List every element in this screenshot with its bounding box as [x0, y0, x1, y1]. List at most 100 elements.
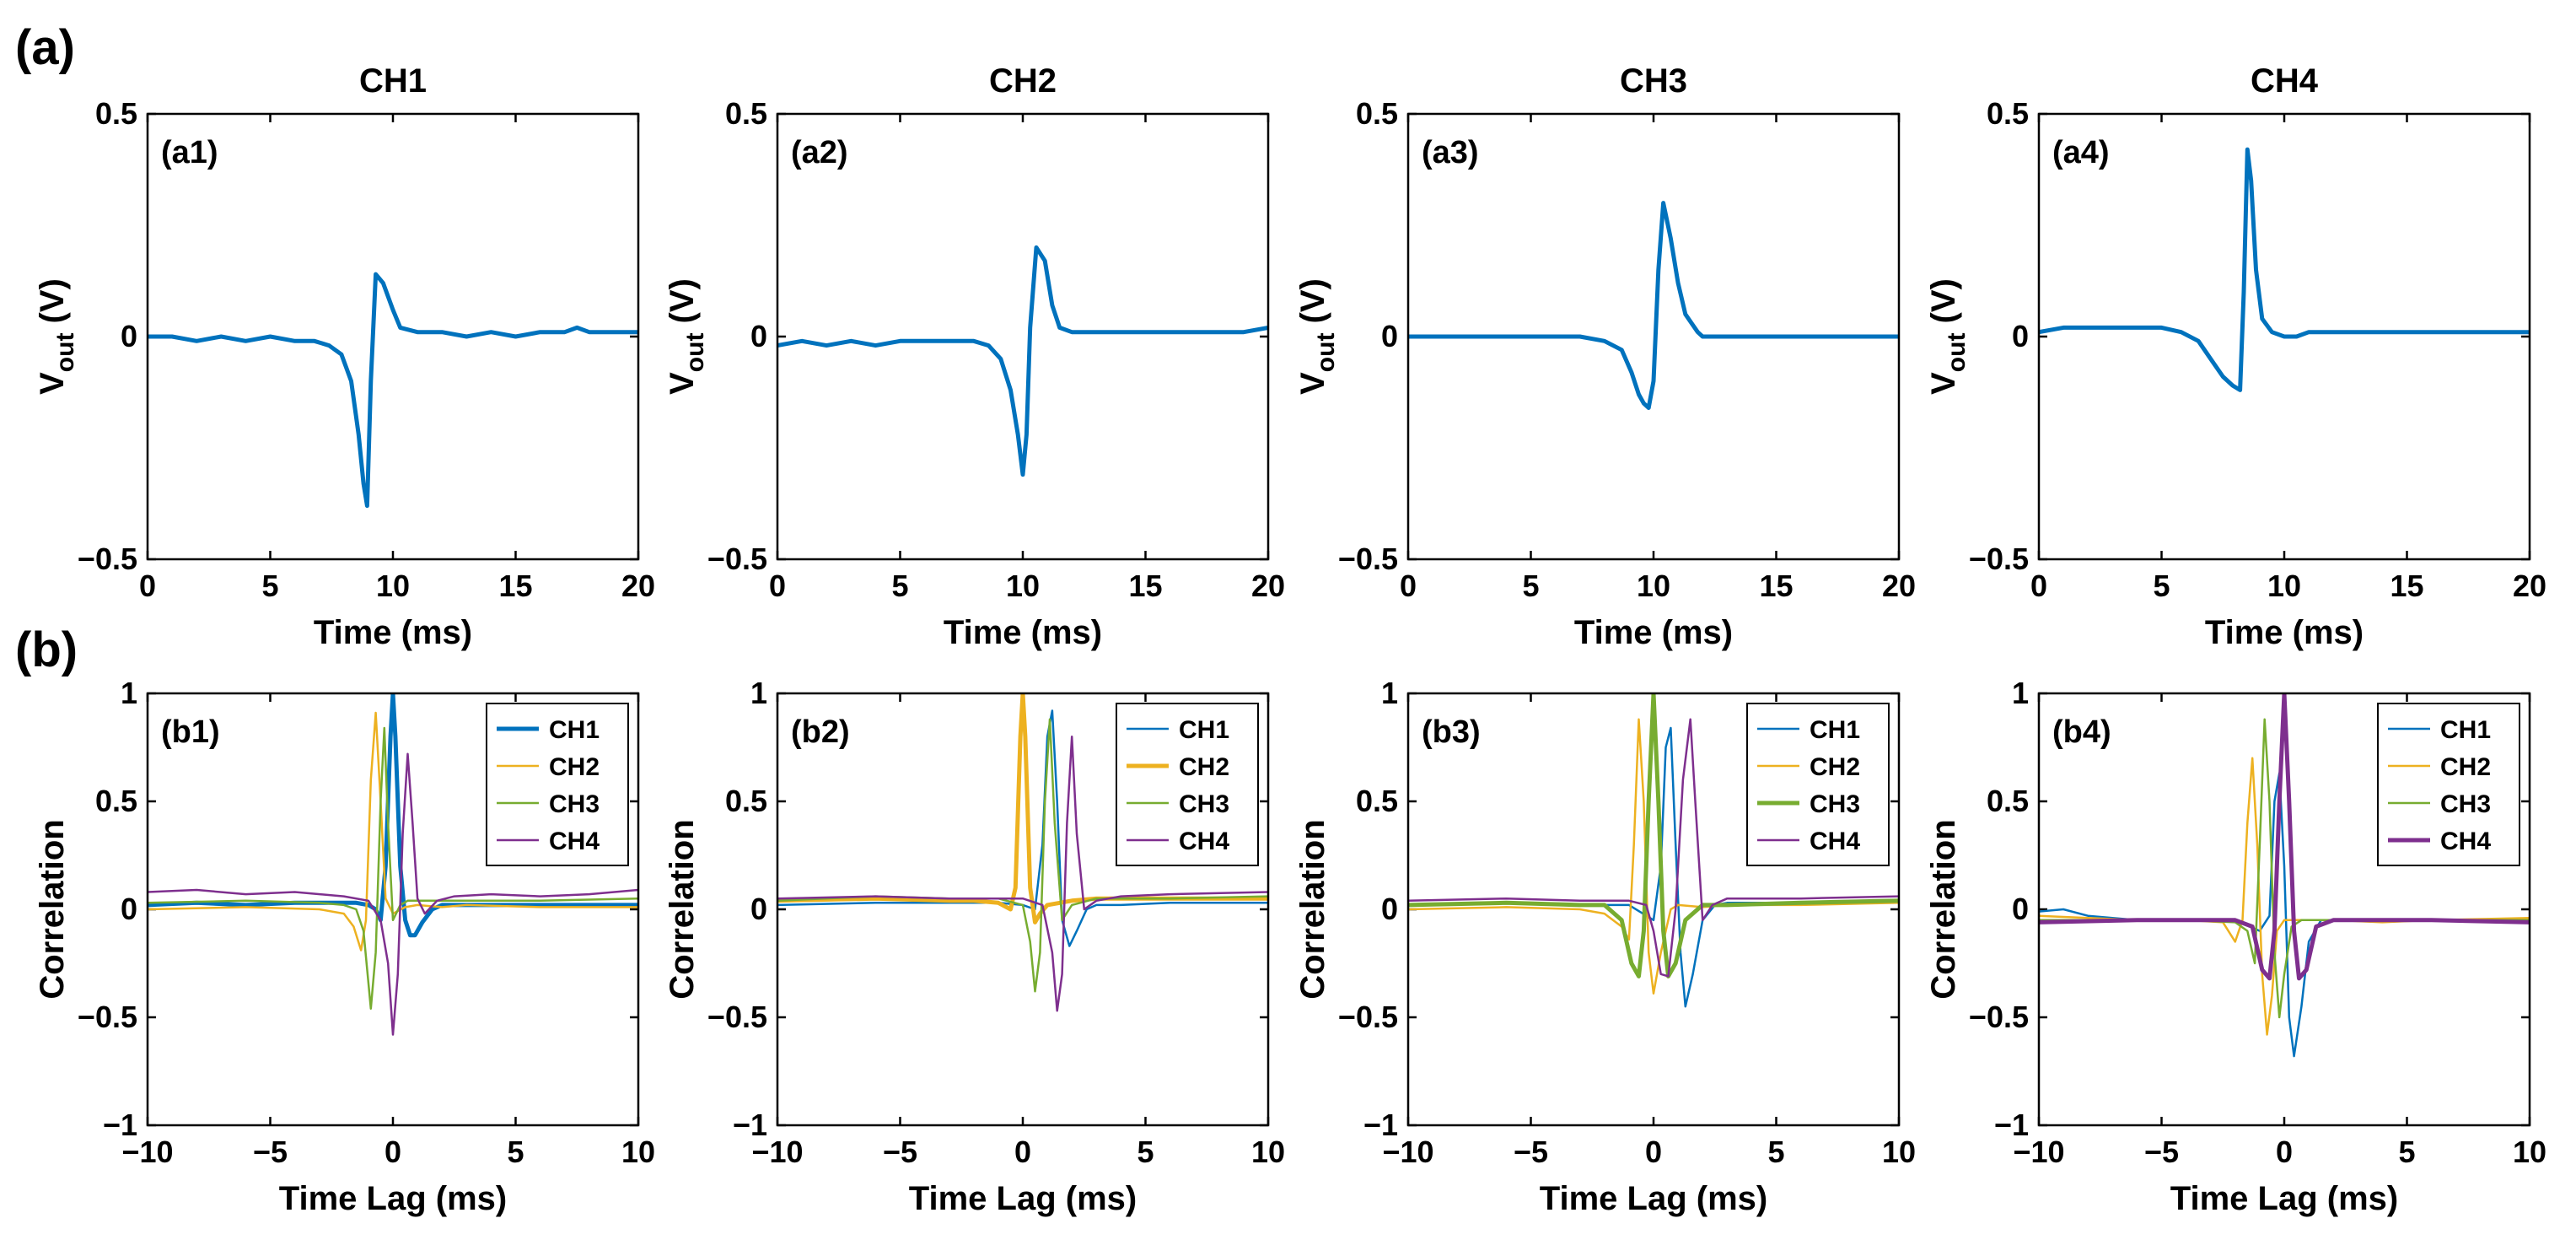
- series-group: [1408, 693, 1899, 1008]
- x-tick-label: −10: [751, 1135, 803, 1169]
- series-group: [148, 272, 638, 509]
- plot-frame: [2037, 112, 2531, 561]
- y-tick-label: 0.5: [95, 96, 137, 131]
- series-group: [2039, 693, 2530, 1058]
- x-tick-label: 0: [1400, 569, 1417, 603]
- y-tick-label: −0.5: [707, 1000, 767, 1034]
- x-tick-label: 10: [2513, 1135, 2546, 1169]
- y-axis-label: Vout (V): [1925, 278, 1971, 395]
- x-tick-label: 15: [498, 569, 532, 603]
- y-tick-label: 0.5: [1987, 96, 2029, 131]
- series-line-ch4: [148, 752, 638, 1036]
- y-tick-label: 1: [750, 676, 767, 710]
- series-group: [777, 245, 1268, 477]
- y-tick-label: −1: [1363, 1108, 1398, 1142]
- x-tick-label: 15: [1759, 569, 1793, 603]
- y-tick-label: 0: [750, 892, 767, 926]
- plot-frame: [776, 112, 1270, 561]
- series-line-ch2: [777, 245, 1268, 477]
- x-tick-label: 0: [769, 569, 786, 603]
- x-tick-label: 5: [507, 1135, 524, 1169]
- x-axis-label: Time (ms): [1574, 614, 1733, 651]
- y-tick-label: 0: [1381, 892, 1398, 926]
- y-tick-label: −0.5: [78, 1000, 137, 1034]
- x-tick-label: −5: [1514, 1135, 1548, 1169]
- legend-label: CH3: [1810, 790, 1860, 818]
- y-axis-label: Correlation: [664, 819, 701, 999]
- legend-label: CH4: [549, 827, 600, 855]
- legend-label: CH2: [549, 753, 600, 781]
- panel-label: (a1): [161, 135, 218, 170]
- x-tick-label: −10: [2013, 1135, 2064, 1169]
- legend-box: [1116, 703, 1259, 866]
- legend-label: CH2: [2440, 753, 2491, 781]
- x-tick-label: 10: [1637, 569, 1670, 603]
- legend-label: CH3: [549, 790, 600, 818]
- x-tick-label: 10: [2267, 569, 2301, 603]
- legend: CH1 CH2 CH3 CH4: [486, 703, 629, 866]
- x-tick-label: 5: [1522, 569, 1539, 603]
- y-tick-label: 0.5: [725, 96, 767, 131]
- chart-title: CH2: [989, 62, 1057, 100]
- panel-label: (a3): [1422, 135, 1479, 170]
- y-tick-label: 0.5: [95, 784, 137, 818]
- y-tick-label: −0.5: [707, 542, 767, 576]
- y-tick-label: 0: [121, 319, 137, 353]
- group-label-a: (a): [15, 20, 75, 75]
- chart-title: CH4: [2251, 62, 2319, 100]
- y-tick-label: −0.5: [1969, 1000, 2029, 1034]
- x-axis-label: Time Lag (ms): [909, 1180, 1137, 1217]
- y-tick-label: 0: [2012, 319, 2029, 353]
- x-axis-label: Time (ms): [2205, 614, 2364, 651]
- x-tick-label: 5: [1137, 1135, 1154, 1169]
- legend-label: CH1: [549, 716, 600, 744]
- x-tick-label: 10: [621, 1135, 655, 1169]
- plot-frame: [2037, 692, 2531, 1127]
- y-axis-label: Correlation: [1294, 819, 1331, 999]
- plot-frame: [146, 112, 640, 561]
- y-tick-label: 0: [1381, 319, 1398, 353]
- x-tick-label: 0: [385, 1135, 401, 1169]
- legend-box: [1746, 703, 1890, 866]
- legend-label: CH4: [1810, 827, 1860, 855]
- legend-label: CH4: [2440, 827, 2491, 855]
- plot-frame: [1406, 692, 1901, 1127]
- series-line-ch2: [777, 693, 1268, 924]
- x-tick-label: 20: [621, 569, 655, 603]
- y-tick-label: −1: [103, 1108, 137, 1142]
- y-axis-label: Vout (V): [1294, 278, 1340, 395]
- x-tick-label: 5: [261, 569, 278, 603]
- legend: CH1 CH2 CH3 CH4: [1746, 703, 1890, 866]
- y-tick-label: 0: [2012, 892, 2029, 926]
- y-tick-label: 0: [121, 892, 137, 926]
- x-tick-label: 0: [1014, 1135, 1031, 1169]
- series-group: [777, 693, 1268, 1012]
- series-group: [2039, 147, 2530, 392]
- legend-label: CH4: [1179, 827, 1229, 855]
- series-line-ch4: [777, 735, 1268, 1012]
- panel-label: (b1): [161, 714, 220, 750]
- x-tick-label: 15: [1128, 569, 1162, 603]
- x-tick-label: 10: [1251, 1135, 1285, 1169]
- legend-label: CH3: [1179, 790, 1229, 818]
- series-line-ch4: [1408, 718, 1899, 978]
- x-axis-label: Time (ms): [944, 614, 1102, 651]
- legend-label: CH2: [1810, 753, 1860, 781]
- plot-b3: −10 −5 0 5 10 −1 −0.5 0 0.5 1 (b3) Time Lag (ms) Cor…: [1294, 676, 1916, 1217]
- x-tick-label: 10: [376, 569, 410, 603]
- x-tick-label: 20: [1882, 569, 1916, 603]
- panel-label: (b4): [2052, 714, 2111, 750]
- series-line-ch3: [148, 726, 638, 1011]
- x-tick-label: 20: [2513, 569, 2546, 603]
- y-axis-label: Vout (V): [664, 278, 709, 395]
- x-tick-label: −5: [2144, 1135, 2179, 1169]
- x-axis-label: Time Lag (ms): [279, 1180, 507, 1217]
- legend-label: CH1: [1810, 716, 1860, 744]
- x-tick-label: 5: [1767, 1135, 1784, 1169]
- y-tick-label: 0.5: [1356, 96, 1398, 131]
- series-line-ch1: [148, 272, 638, 509]
- x-tick-label: 15: [2390, 569, 2423, 603]
